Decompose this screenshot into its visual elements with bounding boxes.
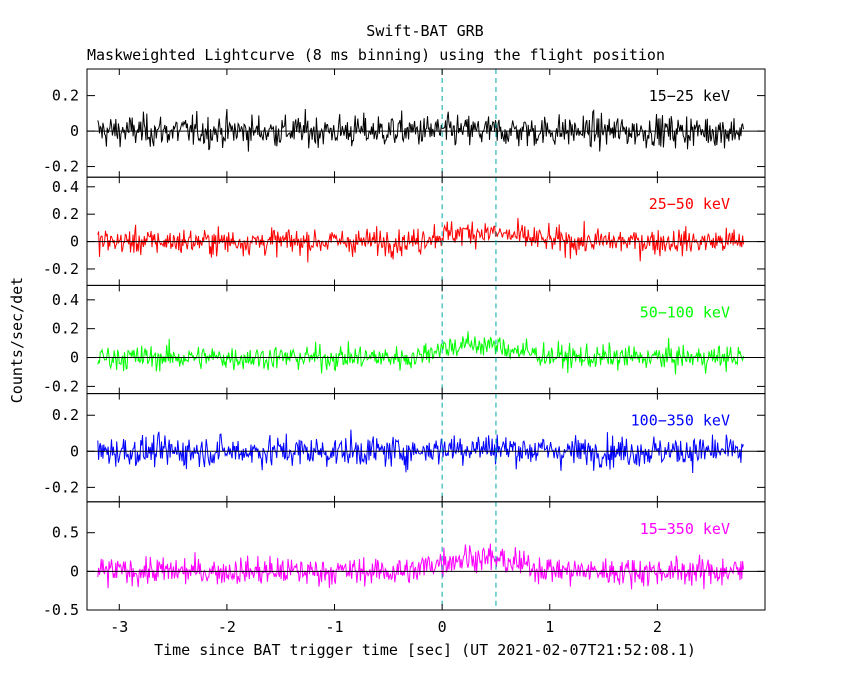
y-tick-label-0-2: 0.2 (52, 87, 79, 105)
panel-frame-1 (86, 176, 766, 286)
y-axis-label: Counts/sec/det (8, 277, 26, 403)
y-tick-label-0-0: -0.2 (43, 158, 79, 176)
panels-group: -0.2 0 0.2 15−25 keV -0.2 0 0.2 0.4 25−50 keV -0.… (43, 68, 766, 636)
panel-frame-2 (86, 284, 766, 395)
series-trace-4 (97, 543, 744, 590)
y-tick-label-3-1: 0 (70, 442, 79, 460)
band-label-0: 15−25 keV (649, 87, 730, 105)
panel-frame-0 (86, 68, 766, 178)
chart-title: Swift-BAT GRB (366, 22, 483, 40)
series-trace-2 (97, 331, 744, 375)
x-tick-label-4: 1 (545, 618, 554, 636)
band-label-2: 50−100 keV (640, 303, 730, 321)
x-tick-label-0: -3 (110, 618, 128, 636)
y-tick-label-1-3: 0.4 (52, 178, 79, 196)
y-tick-label-4-2: 0.5 (52, 524, 79, 542)
y-tick-label-2-1: 0 (70, 349, 79, 367)
x-tick-label-5: 2 (653, 618, 662, 636)
panel-frame-4 (86, 501, 766, 611)
series-trace-3 (97, 429, 744, 474)
y-tick-label-4-1: 0 (70, 562, 79, 580)
band-label-3: 100−350 keV (631, 412, 730, 430)
band-label-1: 25−50 keV (649, 195, 730, 213)
x-tick-label-2: -1 (325, 618, 343, 636)
band-label-4: 15−350 keV (640, 520, 730, 538)
x-tick-label-1: -2 (218, 618, 236, 636)
y-tick-label-2-0: -0.2 (43, 377, 79, 395)
y-tick-label-0-1: 0 (70, 122, 79, 140)
y-tick-label-1-0: -0.2 (43, 260, 79, 278)
chart-subtitle: Maskweighted Lightcurve (8 ms binning) u… (87, 46, 665, 64)
y-tick-label-2-2: 0.2 (52, 320, 79, 338)
x-tick-label-3: 0 (438, 618, 447, 636)
y-tick-label-3-2: 0.2 (52, 406, 79, 424)
y-tick-label-1-1: 0 (70, 233, 79, 251)
x-axis-label: Time since BAT trigger time [sec] (UT 20… (154, 641, 696, 659)
y-tick-label-2-3: 0.4 (52, 291, 79, 309)
y-tick-label-1-2: 0.2 (52, 205, 79, 223)
series-trace-1 (97, 217, 744, 263)
y-tick-label-3-0: -0.2 (43, 478, 79, 496)
y-tick-label-4-0: -0.5 (43, 601, 79, 619)
series-trace-0 (97, 108, 744, 152)
